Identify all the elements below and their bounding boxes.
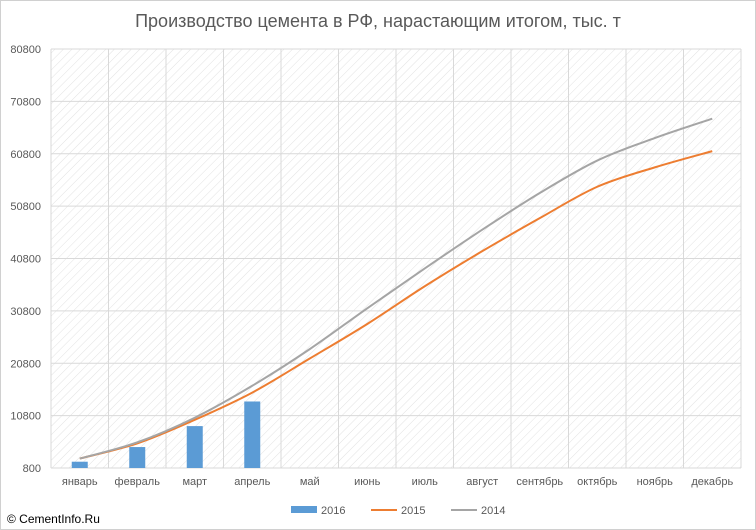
- y-tick-label: 40800: [10, 254, 41, 266]
- y-tick-label: 20800: [10, 358, 41, 370]
- x-tick-label: февраль: [115, 476, 161, 488]
- bar-2016: [129, 447, 146, 468]
- x-tick-label: сентябрь: [516, 476, 563, 488]
- legend-label-2015: 2015: [401, 505, 425, 517]
- y-tick-label: 800: [23, 463, 41, 475]
- y-tick-label: 50800: [10, 201, 41, 213]
- line-2015: [79, 150, 713, 460]
- line-2014: [79, 117, 713, 460]
- bar-2016: [244, 401, 261, 468]
- chart-title: Производство цемента в РФ, нарастающим и…: [135, 11, 621, 31]
- x-tick-label: январь: [62, 476, 98, 488]
- y-tick-label: 70800: [10, 96, 41, 108]
- credit-text: © CementInfo.Ru: [7, 512, 100, 526]
- bar-2016: [71, 461, 88, 468]
- x-tick-label: апрель: [234, 476, 270, 488]
- y-tick-label: 10800: [10, 411, 41, 423]
- bar-2016: [186, 426, 203, 468]
- x-tick-label: июль: [412, 476, 439, 488]
- legend-label-2014: 2014: [481, 505, 505, 517]
- x-tick-label: июнь: [354, 476, 380, 488]
- x-tick-label: август: [466, 476, 498, 488]
- x-tick-label: ноябрь: [637, 476, 674, 488]
- x-tick-label: март: [182, 476, 207, 488]
- legend-label-2016: 2016: [321, 505, 345, 517]
- legend-swatch-2016: [291, 506, 317, 513]
- y-tick-label: 60800: [10, 149, 41, 161]
- x-tick-label: декабрь: [691, 476, 733, 488]
- y-tick-label: 80800: [10, 44, 41, 56]
- x-tick-label: май: [300, 476, 320, 488]
- y-tick-label: 30800: [10, 306, 41, 318]
- x-tick-label: октябрь: [577, 476, 617, 488]
